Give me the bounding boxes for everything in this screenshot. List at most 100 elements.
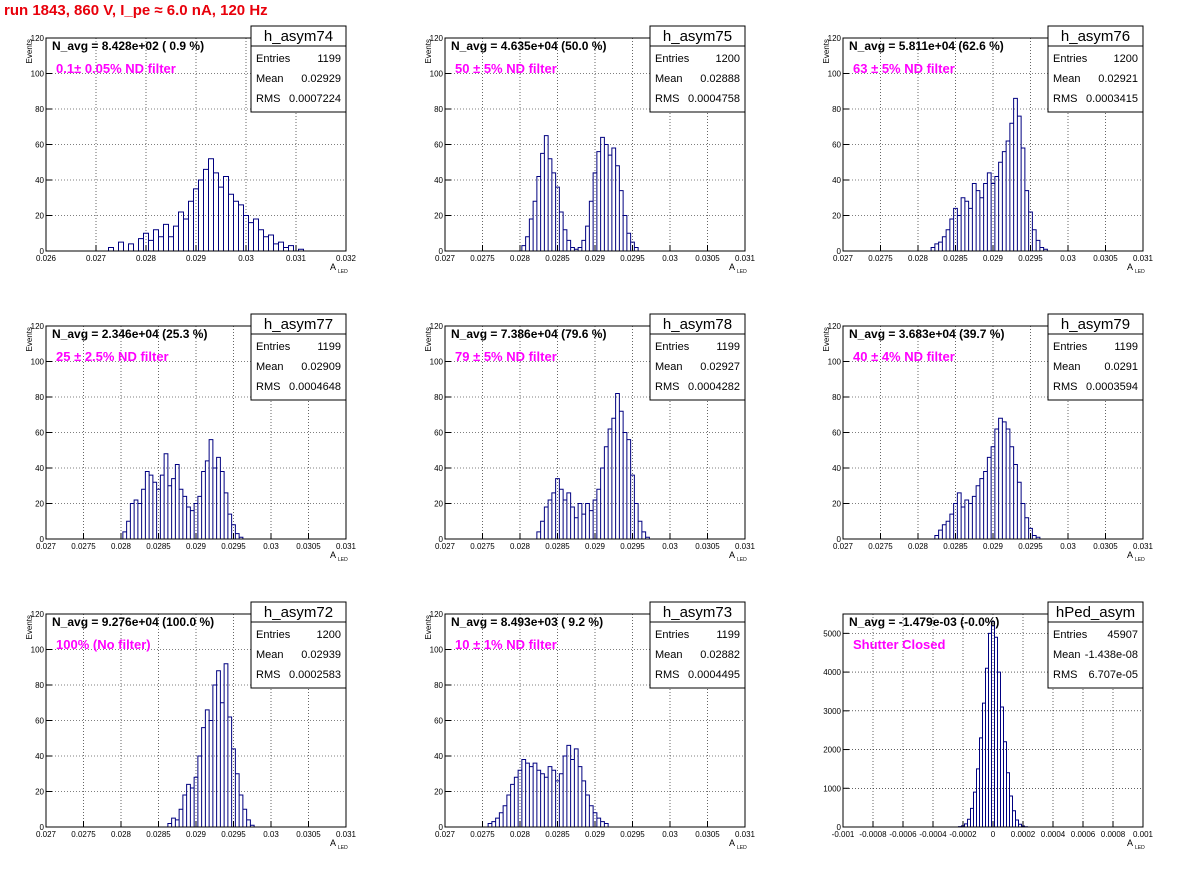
h-asym79-navg: N_avg = 3.683e+04 (39.7 %) xyxy=(849,327,1004,341)
h-asym72-stat-value-rms: 0.0002583 xyxy=(289,669,341,681)
h-asym75-xtick-label: 0.028 xyxy=(510,254,531,263)
h-asym75-ytick-label: 40 xyxy=(434,176,443,185)
hped-asym-stat-value-rms: 6.707e-05 xyxy=(1088,669,1138,681)
hped-asym-note: Shutter Closed xyxy=(853,637,946,652)
h-asym73-ytick-label: 0 xyxy=(439,823,444,832)
h-asym76-stat-key-entries: Entries xyxy=(1053,53,1088,65)
h-asym77-xtick-label: 0.0305 xyxy=(296,542,321,551)
h-asym73-navg: N_avg = 8.493e+03 ( 9.2 %) xyxy=(451,615,603,629)
h-asym75-stat-key-rms: RMS xyxy=(655,93,679,105)
h-asym76-histogram xyxy=(930,97,1048,251)
h-asym72-stat-value-entries: 1200 xyxy=(317,629,341,641)
h-asym79-ytick-label: 60 xyxy=(832,429,841,438)
h-asym76-ylabel: Events xyxy=(822,39,831,63)
h-asym77-xtick-label: 0.0295 xyxy=(221,542,246,551)
h-asym74-xtick-label: 0.029 xyxy=(186,254,207,263)
h-asym78-ytick-label: 20 xyxy=(434,500,443,509)
h-asym76-ytick-label: 0 xyxy=(837,247,842,256)
h-asym77-stat-key-mean: Mean xyxy=(256,361,284,373)
h-asym78-ytick-label: 80 xyxy=(434,393,443,402)
h-asym79-stat-key-mean: Mean xyxy=(1053,361,1081,373)
h-asym75-xtick-label: 0.0275 xyxy=(470,254,495,263)
h-asym78-stat-key-rms: RMS xyxy=(655,381,679,393)
h-asym78-xtick-label: 0.03 xyxy=(662,542,678,551)
h-asym72-stat-value-mean: 0.02939 xyxy=(301,649,341,661)
h-asym75-ytick-label: 80 xyxy=(434,105,443,114)
h-asym74-xtick-label: 0.032 xyxy=(336,254,357,263)
h-asym73-ytick-label: 40 xyxy=(434,752,443,761)
hped-asym-ytick-label: 1000 xyxy=(823,784,841,793)
hped-asym-stat-value-entries: 45907 xyxy=(1107,629,1138,641)
h-asym79-note: 40 ± 4% ND filter xyxy=(853,349,955,364)
h-asym78-stats-title: h_asym78 xyxy=(663,316,732,333)
h-asym74-ytick-label: 120 xyxy=(31,34,45,43)
h-asym78-ytick-label: 100 xyxy=(430,358,444,367)
h-asym79-ylabel: Events xyxy=(822,327,831,351)
h-asym79-xtick-label: 0.029 xyxy=(983,542,1004,551)
h-asym78-note: 79 ± 5% ND filter xyxy=(455,349,557,364)
h-asym74-stats-box xyxy=(250,25,347,113)
h-asym79-ytick-label: 120 xyxy=(828,322,842,331)
h-asym73-ytick-label: 60 xyxy=(434,717,443,726)
h-asym74-ylabel: Events xyxy=(25,39,34,63)
h-asym72-xtick-label: 0.0305 xyxy=(296,830,321,839)
h-asym78-navg: N_avg = 7.386e+04 (79.6 %) xyxy=(451,327,606,341)
h-asym72-stat-key-rms: RMS xyxy=(256,669,280,681)
h-asym73-xtick-label: 0.0285 xyxy=(545,830,570,839)
h-asym76-xtick-label: 0.031 xyxy=(1133,254,1154,263)
h-asym75-histogram xyxy=(521,135,639,251)
h-asym73-ytick-label: 100 xyxy=(430,646,444,655)
h-asym78-stat-value-entries: 1199 xyxy=(716,341,740,353)
h-asym77-stat-key-entries: Entries xyxy=(256,341,291,353)
h-asym74-ytick-label: 60 xyxy=(35,141,44,150)
h-asym73-stats-title: h_asym73 xyxy=(663,604,732,621)
h-asym76-ytick-label: 120 xyxy=(828,34,842,43)
h-asym75-ytick-label: 100 xyxy=(430,70,444,79)
h-asym75-stat-value-rms: 0.0004758 xyxy=(688,93,740,105)
h-asym74-ytick-label: 0 xyxy=(40,247,45,256)
h-asym78-stat-key-mean: Mean xyxy=(655,361,683,373)
h-asym79-stat-value-mean: 0.0291 xyxy=(1104,361,1138,373)
h-asym78-stat-value-rms: 0.0004282 xyxy=(688,381,740,393)
h-asym73-xlabel-sub: LED xyxy=(737,845,747,851)
h-asym74-stat-key-mean: Mean xyxy=(256,73,284,85)
h-asym74-histogram xyxy=(108,158,304,252)
h-asym77-stats-title: h_asym77 xyxy=(264,316,333,333)
h-asym79-ytick-label: 100 xyxy=(828,358,842,367)
h-asym74-stat-value-entries: 1199 xyxy=(317,53,341,65)
h-asym77-xtick-label: 0.0275 xyxy=(71,542,96,551)
h-asym72-xlabel: A xyxy=(330,838,336,848)
h-asym75-xtick-label: 0.03 xyxy=(662,254,678,263)
h-asym73-stat-key-mean: Mean xyxy=(655,649,683,661)
h-asym78-xtick-label: 0.0275 xyxy=(470,542,495,551)
h-asym73-xtick-label: 0.03 xyxy=(662,830,678,839)
hped-asym-stat-key-rms: RMS xyxy=(1053,669,1077,681)
hped-asym-xtick-label: -0.0006 xyxy=(889,830,917,839)
h-asym75-stat-value-entries: 1200 xyxy=(716,53,740,65)
h-asym77-xtick-label: 0.031 xyxy=(336,542,357,551)
h-asym79-stats-box xyxy=(1047,313,1144,401)
h-asym76-stat-key-rms: RMS xyxy=(1053,93,1077,105)
h-asym72-xtick-label: 0.031 xyxy=(336,830,357,839)
h-asym73-xtick-label: 0.0275 xyxy=(470,830,495,839)
h-asym76-ytick-label: 20 xyxy=(832,212,841,221)
h-asym75-ytick-label: 20 xyxy=(434,212,443,221)
h-asym76-stat-value-entries: 1200 xyxy=(1114,53,1138,65)
h-asym75-stats-box xyxy=(649,25,746,113)
h-asym77-xtick-label: 0.029 xyxy=(186,542,207,551)
h-asym75-xtick-label: 0.0285 xyxy=(545,254,570,263)
h-asym78-xtick-label: 0.028 xyxy=(510,542,531,551)
h-asym77-xtick-label: 0.0285 xyxy=(146,542,171,551)
h-asym78-xlabel-sub: LED xyxy=(737,557,747,563)
h-asym74-navg: N_avg = 8.428e+02 ( 0.9 %) xyxy=(52,39,204,53)
h-asym77-ytick-label: 20 xyxy=(35,500,44,509)
h-asym76-stat-value-mean: 0.02921 xyxy=(1098,73,1138,85)
h-asym77-xtick-label: 0.028 xyxy=(111,542,132,551)
h-asym72-ylabel: Events xyxy=(25,615,34,639)
h-asym72-histogram xyxy=(167,663,255,827)
h-asym74-note: 0.1± 0.05% ND filter xyxy=(56,61,176,76)
h-asym79-histogram xyxy=(934,417,1041,539)
h-asym76-xtick-label: 0.03 xyxy=(1060,254,1076,263)
h-asym73-xtick-label: 0.0305 xyxy=(695,830,720,839)
h-asym73-stat-key-entries: Entries xyxy=(655,629,690,641)
